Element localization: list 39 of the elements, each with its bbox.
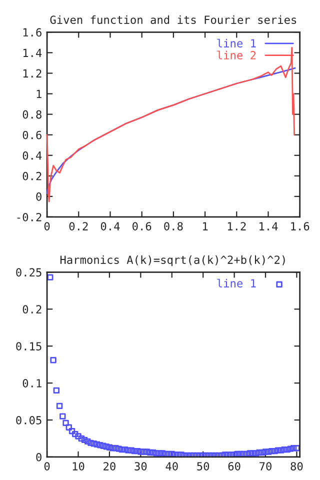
x-tick-label: 0.2 (69, 222, 88, 230)
y-tick-label: 0 (36, 192, 42, 201)
y-tick-label: 0.1 (22, 379, 42, 388)
y-tick-label: 1 (36, 90, 42, 98)
y-tick-label: 0.05 (16, 416, 42, 424)
x-tick-label: 30 (134, 462, 147, 470)
x-tick-label: 1.6 (291, 222, 310, 230)
y-tick-label: 0.25 (16, 268, 42, 277)
chart-title: Given function and its Fourier series (50, 15, 296, 24)
y-tick-label: 1.2 (23, 69, 42, 78)
x-tick-label: 0 (44, 222, 50, 230)
legend-label: line 1 (217, 278, 256, 288)
x-tick-label: 40 (166, 462, 178, 470)
legend-label: line 1 (217, 38, 256, 48)
x-tick-label: 1.2 (228, 222, 246, 230)
y-tick-label: 0.8 (22, 110, 42, 119)
y-tick-label: 1.6 (23, 28, 42, 37)
x-tick-label: 1 (203, 222, 208, 230)
chart-title: Harmonics A(k)=sqrt(a(k)^2+b(k)^2) (60, 255, 285, 266)
y-tick-label: 0.15 (16, 342, 42, 350)
y-tick-label: 0.2 (22, 172, 42, 180)
x-tick-label: 50 (197, 462, 210, 470)
x-tick-label: 10 (72, 462, 84, 470)
legend-label: line 2 (217, 50, 256, 60)
x-tick-label: 0.8 (164, 222, 183, 230)
y-tick-label: 0.2 (22, 305, 42, 314)
x-tick-label: 70 (260, 462, 272, 470)
x-tick-label: 0 (44, 462, 50, 470)
x-tick-label: 60 (228, 462, 240, 470)
y-tick-label: 1.4 (23, 48, 42, 57)
y-tick-label: 0.4 (22, 151, 42, 160)
x-tick-label: 20 (104, 462, 116, 470)
x-tick-label: 0.4 (100, 222, 120, 230)
x-tick-label: 1.4 (260, 222, 278, 230)
x-tick-label: 80 (290, 462, 303, 470)
y-tick-label: -0.2 (17, 212, 42, 222)
y-tick-label: 0 (36, 452, 42, 462)
x-tick-label: 0.6 (132, 222, 152, 230)
y-tick-label: 0.6 (22, 130, 42, 140)
